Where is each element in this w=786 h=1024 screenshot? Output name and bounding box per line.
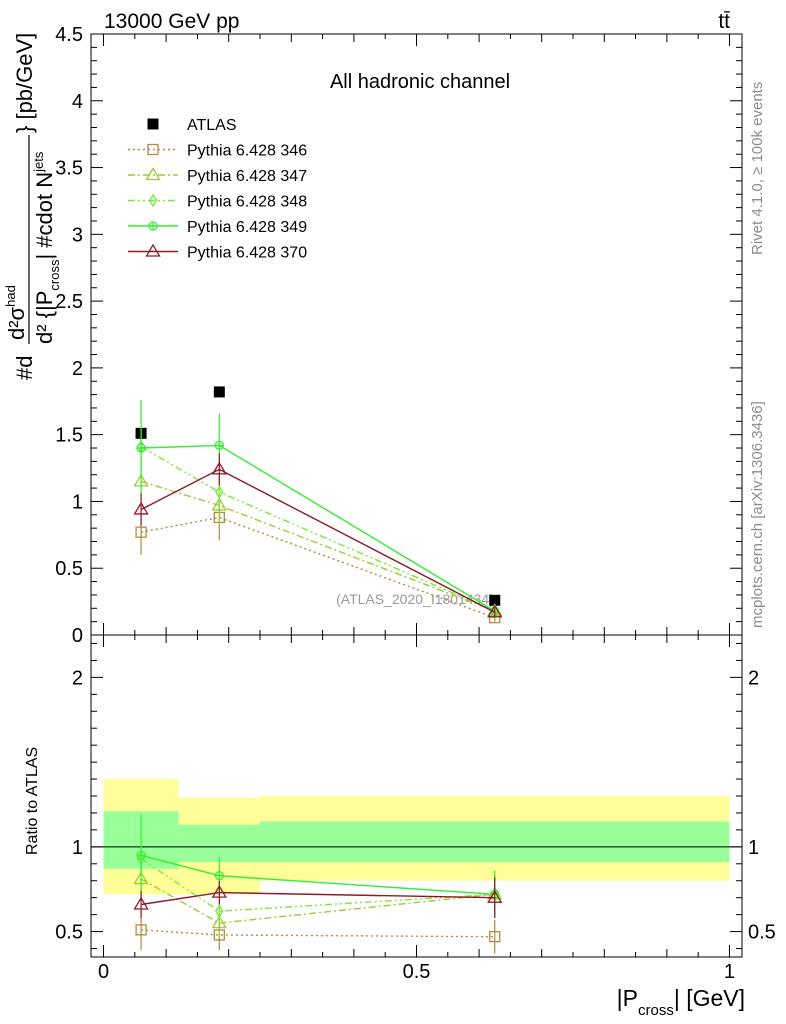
legend-entry-5: Pythia 6.428 370 — [128, 243, 307, 262]
xlabel-post: | [GeV] — [674, 985, 745, 1011]
main-series-5 — [133, 453, 503, 618]
ylabel-numerator-sup: had — [3, 285, 18, 307]
ratio-series-3-point-1-cross — [215, 871, 224, 880]
ratio-series-0 — [135, 909, 501, 954]
ratio-y-axis-label: Ratio to ATLAS — [24, 747, 41, 855]
process-label: tt̄ — [718, 10, 730, 33]
main-series-0-point-2 — [489, 594, 501, 606]
legend-label-0: ATLAS — [187, 117, 237, 134]
main-panel: (ATLAS_2020_I1801434) 00.511.522.533.544… — [3, 24, 743, 647]
legend-entry-0: ATLAS — [147, 117, 237, 134]
main-series-2-point-1 — [211, 497, 227, 511]
ratio-ytick-label-right-1: 1 — [748, 837, 759, 859]
main-ytick-label-5: 2.5 — [55, 291, 83, 313]
legend-marker-1 — [147, 143, 159, 156]
legend-marker-2 — [145, 167, 161, 181]
ylabel-denominator: d² {|P — [32, 291, 57, 344]
ratio-xtick-label-0: 0 — [98, 961, 109, 983]
legend-marker-3 — [148, 193, 158, 208]
legend-marker-4-cross — [149, 222, 157, 230]
main-series-5-point-0 — [133, 501, 149, 515]
main-ytick-label-7: 3.5 — [55, 158, 83, 180]
ratio-ytick-label-2: 2 — [72, 667, 83, 689]
ratio-series-4-point-2 — [487, 889, 503, 903]
legend-entry-1: Pythia 6.428 346 — [128, 143, 307, 160]
main-ytick-label-2: 1 — [72, 491, 83, 513]
main-series-5-point-1 — [211, 461, 227, 475]
main-series-4-point-0-cross — [137, 444, 146, 453]
ratio-series-1-point-1 — [211, 915, 227, 929]
main-series-4-line — [141, 444, 496, 612]
legend-label-3: Pythia 6.428 348 — [187, 194, 307, 211]
legend: ATLAS Pythia 6.428 346 Pythia 6.428 347 Pyt… — [128, 117, 307, 262]
main-series-3 — [136, 426, 500, 618]
ylabel-denominator-mid: | #cdot N — [32, 172, 57, 260]
ratio-series-0-point-0 — [135, 924, 147, 936]
main-y-axis-label: #d d²σhad d² {|Pcross| #cdot Njets } [pb… — [3, 33, 62, 380]
xlabel-pre: |P — [617, 985, 638, 1011]
main-series-1-point-0 — [135, 526, 147, 538]
ratio-series-2-point-1 — [215, 904, 224, 918]
ylabel-units: } [pb/GeV] — [12, 33, 37, 133]
ratio-ytick-label-0: 0.5 — [55, 922, 83, 944]
main-series-5-point-2 — [487, 604, 503, 618]
ylabel-denominator-sup: jets — [31, 151, 46, 173]
main-ytick-label-0: 0 — [72, 625, 83, 647]
xlabel-sub: cross — [638, 1002, 674, 1019]
main-ytick-label-1: 0.5 — [55, 558, 83, 580]
ratio-xtick-label-1: 0.5 — [403, 961, 431, 983]
ratio-ytick-label-1: 1 — [72, 837, 83, 859]
ratio-ytick-label-right-2: 2 — [748, 667, 759, 689]
ratio-series-4-point-0 — [133, 896, 149, 910]
ratio-series-4-point-1 — [211, 884, 227, 898]
ratio-series-4 — [133, 877, 503, 919]
svg-text:d² {|Pcross| #cdot Njets: d² {|Pcross| #cdot Njets — [31, 151, 62, 344]
main-series-3-line — [140, 446, 495, 612]
legend-entry-2: Pythia 6.428 347 — [128, 167, 307, 185]
ratio-band-green-2 — [260, 821, 730, 863]
ratio-ytick-label-right-0: 0.5 — [748, 922, 776, 944]
ratio-series-3-point-0-cross — [137, 851, 146, 860]
ylabel-prefix: #d — [12, 356, 37, 380]
main-series-1-line — [140, 516, 495, 619]
main-ytick-label-9: 4.5 — [55, 24, 83, 46]
ratio-series-1-line — [140, 878, 495, 924]
legend-label-1: Pythia 6.428 346 — [187, 143, 307, 160]
main-series-3-point-1 — [215, 485, 224, 499]
legend-label-2: Pythia 6.428 347 — [187, 168, 307, 185]
main-series-4-point-1-cross — [215, 441, 224, 450]
main-ytick-label-4: 2 — [72, 358, 83, 380]
ylabel-denominator-sub: cross — [47, 259, 62, 291]
ylabel-numerator: d²σ — [4, 306, 29, 340]
legend-entry-3: Pythia 6.428 348 — [128, 194, 307, 211]
legend-label-5: Pythia 6.428 370 — [187, 245, 307, 262]
main-ytick-label-6: 3 — [72, 224, 83, 246]
main-title: All hadronic channel — [330, 71, 510, 93]
svg-text:} [pb/GeV]: } [pb/GeV] — [12, 33, 37, 133]
main-series-0-point-1 — [213, 386, 225, 398]
ratio-series-2-line — [140, 858, 495, 912]
rivet-label: Rivet 4.1.0, ≥ 100k events — [749, 82, 766, 255]
ratio-xtick-label-2: 1 — [724, 961, 735, 983]
ratio-band-green-1 — [178, 824, 261, 863]
main-ytick-label-3: 1.5 — [55, 425, 83, 447]
legend-marker-0 — [147, 118, 159, 130]
x-axis-label: |Pcross| [GeV] — [617, 985, 745, 1019]
mcplots-label: mcplots.cern.ch [arXiv:1306.3436] — [749, 401, 766, 628]
main-ytick-label-8: 4 — [72, 91, 83, 113]
legend-marker-5 — [145, 243, 161, 257]
svg-text:d²σhad: d²σhad — [3, 285, 29, 340]
svg-text:#d: #d — [12, 356, 37, 380]
legend-entry-4: Pythia 6.428 349 — [128, 219, 307, 236]
ratio-series-0-point-2 — [489, 931, 501, 943]
energy-label: 13000 GeV pp — [104, 10, 239, 33]
ratio-series-0-line — [141, 929, 495, 938]
ratio-panel: 0.5 0.5 1 1 2 2 0 0.5 1 Ratio to ATLAS |Pcross| … — [24, 634, 776, 1019]
main-series-4 — [136, 399, 500, 616]
legend-label-4: Pythia 6.428 349 — [187, 219, 307, 236]
